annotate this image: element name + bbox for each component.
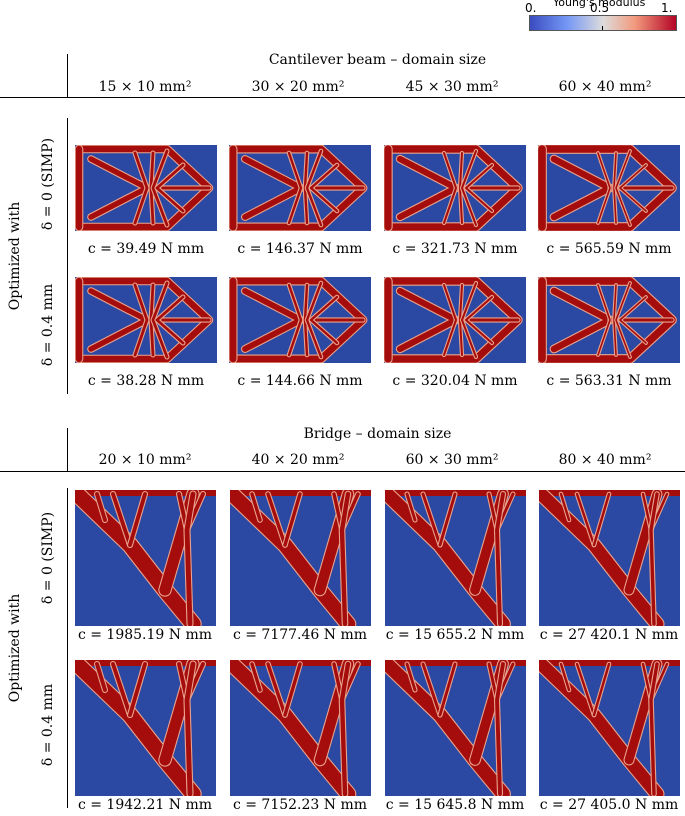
colorbar-tick-1: 1. [661, 1, 672, 15]
bridge-title: Bridge – domain size [70, 426, 685, 442]
bridge-col-3: 60 × 30 mm² [377, 452, 527, 468]
bridge-caption: c = 1942.21 N mm [70, 797, 220, 813]
colorbar [529, 15, 677, 31]
bridge-caption: c = 27 420.1 N mm [534, 627, 684, 643]
cantilever-panel-simp-45x30 [384, 145, 526, 231]
bridge-caption: c = 7152.23 N mm [225, 797, 375, 813]
bridge-col-1: 20 × 10 mm² [70, 452, 220, 468]
cantilever-col-4: 60 × 40 mm² [530, 79, 680, 95]
cantilever-panel-simp-60x40 [538, 145, 680, 231]
bridge-header-vrule [67, 428, 68, 472]
bridge-panel-delta-60x30 [385, 660, 526, 796]
bridge-caption: c = 15 655.2 N mm [380, 627, 530, 643]
bridge-panel-delta-80x40 [539, 660, 680, 796]
bridge-panel-simp-60x30 [385, 490, 526, 626]
cantilever-header-vrule [67, 54, 68, 98]
cantilever-caption: c = 321.73 N mm [380, 241, 530, 257]
bridge-row-label-1: δ = 0 (SIMP) [40, 512, 56, 604]
cantilever-caption: c = 563.31 N mm [534, 373, 684, 389]
bridge-panel-delta-20x10 [75, 660, 216, 796]
cantilever-caption: c = 565.59 N mm [534, 241, 684, 257]
bridge-col-4: 80 × 40 mm² [530, 452, 680, 468]
bridge-group-label: Optimized with [7, 594, 23, 702]
bridge-panel-simp-80x40 [539, 490, 680, 626]
colorbar-tick-05: 0.5 [590, 1, 609, 15]
colorbar-tick-0: 0. [525, 1, 536, 15]
bridge-group-rule [67, 488, 68, 808]
cantilever-caption: c = 144.66 N mm [225, 373, 375, 389]
cantilever-panel-simp-30x20 [229, 145, 371, 231]
cantilever-group-rule [67, 118, 68, 394]
cantilever-col-3: 45 × 30 mm² [377, 79, 527, 95]
bridge-panel-delta-40x20 [230, 660, 371, 796]
bridge-panel-simp-40x20 [230, 490, 371, 626]
bridge-panel-simp-20x10 [75, 490, 216, 626]
cantilever-panel-delta-45x30 [384, 277, 526, 363]
cantilever-panel-delta-60x40 [538, 277, 680, 363]
cantilever-caption: c = 320.04 N mm [380, 373, 530, 389]
cantilever-row-label-1: δ = 0 (SIMP) [40, 138, 56, 230]
cantilever-panel-delta-30x20 [229, 277, 371, 363]
cantilever-title: Cantilever beam – domain size [70, 52, 685, 68]
cantilever-row-label-2: δ = 0.4 mm [40, 284, 56, 366]
cantilever-panel-simp-15x10 [75, 145, 217, 231]
bridge-row-label-2: δ = 0.4 mm [40, 684, 56, 766]
colorbar-tick-mark [602, 26, 603, 30]
cantilever-header-rule [0, 97, 685, 98]
bridge-caption: c = 15 645.8 N mm [380, 797, 530, 813]
bridge-caption: c = 27 405.0 N mm [534, 797, 684, 813]
cantilever-caption: c = 39.49 N mm [71, 241, 221, 257]
cantilever-caption: c = 38.28 N mm [71, 373, 221, 389]
bridge-caption: c = 1985.19 N mm [70, 627, 220, 643]
cantilever-caption: c = 146.37 N mm [225, 241, 375, 257]
cantilever-panel-delta-15x10 [75, 277, 217, 363]
bridge-col-2: 40 × 20 mm² [223, 452, 373, 468]
cantilever-group-label: Optimized with [7, 202, 23, 310]
cantilever-col-2: 30 × 20 mm² [223, 79, 373, 95]
bridge-caption: c = 7177.46 N mm [225, 627, 375, 643]
cantilever-col-1: 15 × 10 mm² [70, 79, 220, 95]
bridge-header-rule [0, 471, 685, 472]
